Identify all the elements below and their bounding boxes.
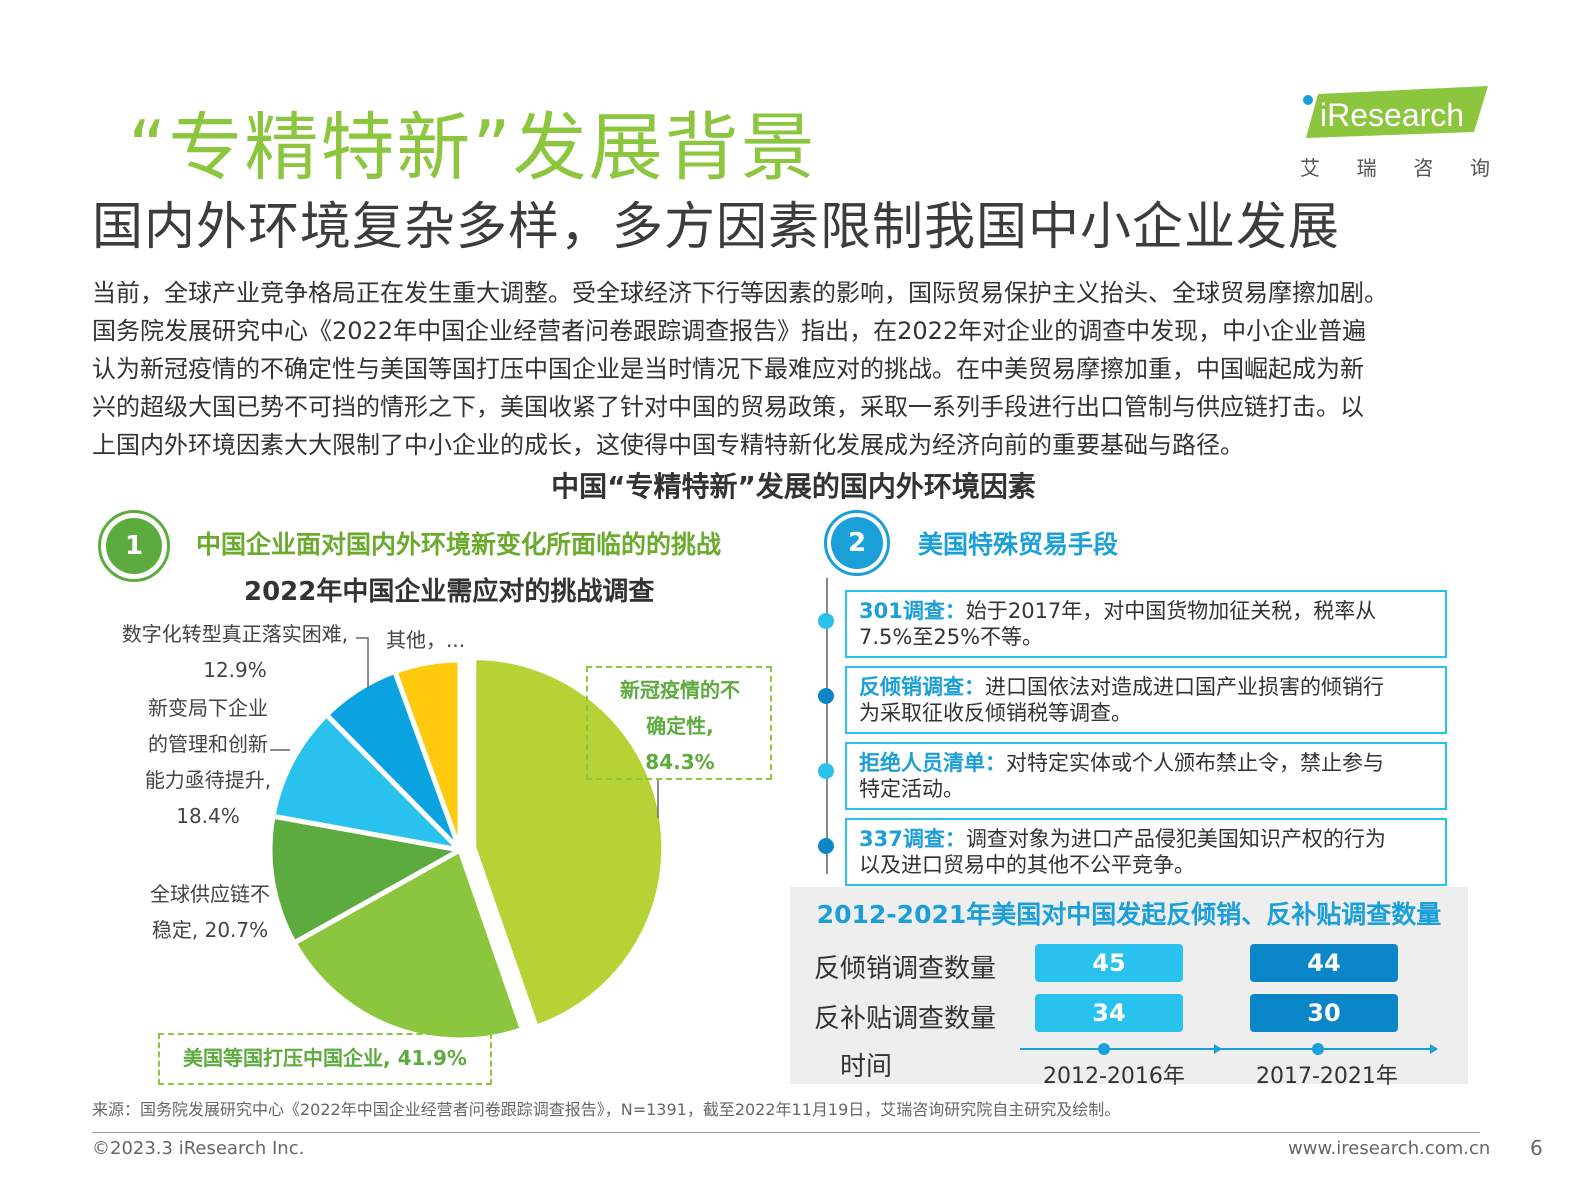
- mgmt-label-line: 的管理和创新: [148, 732, 268, 756]
- covid-label-line: 确定性,: [646, 714, 714, 738]
- logo-cn-char: 艾: [1300, 156, 1320, 180]
- trade-measure-desc: 调查对象为进口产品侵犯美国知识产权的行为: [965, 827, 1386, 851]
- digital-leader-line: [356, 637, 369, 688]
- us-label-box: [158, 1033, 492, 1085]
- covid-label-line: 新冠疫情的不: [620, 678, 740, 702]
- management-label: 新变局下企业 的管理和创新 能力亟待提升, 18.4%: [128, 690, 288, 834]
- trade-measure-antidumping: 反倾销调查：进口国依法对造成进口国产业损害的倾销行 为采取征收反倾销税等调查。: [845, 666, 1447, 734]
- time-axis-arrow: [1020, 1043, 1438, 1055]
- section1-badge-ring: 1: [98, 510, 170, 582]
- mgmt-leader-line: [270, 749, 290, 751]
- period-2017-2021: 2017-2021年: [1256, 1064, 1398, 1089]
- mgmt-label-line: 能力亟待提升,: [144, 768, 272, 792]
- timeline-dot: [818, 763, 834, 779]
- us-label: 美国等国打压中国企业, 41.9%: [183, 1046, 467, 1070]
- period-2012-2016: 2012-2016年: [1043, 1064, 1185, 1089]
- mgmt-label-line: 新变局下企业: [148, 696, 268, 720]
- antidumping-2012-2016-value: 45: [1035, 944, 1183, 982]
- covid-label-value: 84.3%: [645, 750, 715, 774]
- digital-label-value: 12.9%: [203, 658, 267, 682]
- other-label: 其他，...: [386, 628, 466, 652]
- trade-measure-desc: 为采取征收反倾销税等调查。: [859, 701, 1132, 725]
- logo-cn-text: 艾 瑞 咨 询: [1300, 152, 1490, 181]
- intro-line: 当前，全球产业竞争格局正在发生重大调整。受全球经济下行等因素的影响，国际贸易保护…: [92, 279, 1388, 307]
- pie-slice: [267, 813, 468, 947]
- antidumping-row-label: 反倾销调查数量: [814, 954, 997, 984]
- section2-badge-ring: 2: [824, 510, 890, 576]
- trade-measure-337: 337调查：调查对象为进口产品侵犯美国知识产权的行为 以及进口贸易中的其他不公平…: [845, 818, 1447, 886]
- challenges-pie-chart: [267, 655, 667, 1043]
- logo-cn-char: 瑞: [1356, 156, 1377, 180]
- chart-title: 中国“专精特新”发展的国内外环境因素: [551, 470, 1036, 503]
- source-note: 来源：国务院发展研究中心《2022年中国企业经营者问卷跟踪调查报告》，N=139…: [92, 1100, 1121, 1119]
- pie-slice: [290, 846, 526, 1043]
- stats-panel: [790, 887, 1468, 1084]
- logo-cn-char: 询: [1469, 156, 1490, 180]
- covid-label: 新冠疫情的不 确定性, 84.3%: [590, 672, 770, 780]
- time-axis-label: 时间: [840, 1052, 893, 1082]
- intro-paragraph: 当前，全球产业竞争格局正在发生重大调整。受全球经济下行等因素的影响，国际贸易保护…: [92, 274, 1512, 464]
- copyright: ©2023.3 iResearch Inc.: [92, 1138, 305, 1159]
- trade-measure-name: 拒绝人员清单：: [859, 751, 1006, 775]
- trade-measure-name: 反倾销调查：: [859, 675, 985, 699]
- trade-measure-desc: 始于2017年，对中国货物加征关税，税率从: [965, 599, 1377, 623]
- covid-leader-line: [657, 780, 659, 818]
- trade-measure-denied-list: 拒绝人员清单：对特定实体或个人颁布禁止令，禁止参与 特定活动。: [845, 742, 1447, 810]
- trade-measure-301: 301调查：始于2017年，对中国货物加征关税，税率从 7.5%至25%不等。: [845, 590, 1447, 658]
- section2-number-badge: 2: [831, 517, 883, 569]
- antidumping-2017-2021-value: 44: [1250, 944, 1398, 982]
- trade-measure-desc: 对特定实体或个人颁布禁止令，禁止参与: [1006, 751, 1384, 775]
- pie-slice: [471, 655, 667, 1031]
- intro-line: 认为新冠疫情的不确定性与美国等国打压中国企业是当时情况下最难应对的挑战。在中美贸…: [92, 355, 1364, 383]
- stats-title: 2012-2021年美国对中国发起反倾销、反补贴调查数量: [816, 900, 1442, 929]
- logo-text: iResearch: [1320, 97, 1464, 133]
- intro-line: 兴的超级大国已势不可挡的情形之下，美国收紧了针对中国的贸易政策，采取一系列手段进…: [92, 393, 1364, 421]
- timeline-dot: [818, 688, 834, 704]
- timeline-line: [826, 578, 828, 874]
- mgmt-label-value: 18.4%: [176, 804, 240, 828]
- digital-label: 数字化转型真正落实困难, 12.9%: [100, 616, 370, 688]
- page-number: 6: [1530, 1136, 1543, 1160]
- iresearch-logo: iResearch: [1303, 86, 1488, 138]
- trade-measure-desc: 特定活动。: [859, 777, 964, 801]
- pie-slice: [391, 657, 463, 851]
- supply-label-line: 稳定, 20.7%: [151, 918, 269, 942]
- trade-measure-desc: 进口国依法对造成进口国产业损害的倾销行: [985, 675, 1384, 699]
- countervailing-2012-2016-value: 34: [1035, 994, 1183, 1032]
- page-subtitle: 国内外环境复杂多样，多方因素限制我国中小企业发展: [92, 198, 1341, 257]
- countervailing-2017-2021-value: 30: [1250, 994, 1398, 1032]
- digital-label-line: 数字化转型真正落实困难,: [121, 622, 349, 646]
- supply-chain-label: 全球供应链不 稳定, 20.7%: [130, 876, 290, 948]
- page-title: “专精特新”发展背景: [128, 105, 817, 191]
- timeline-dot: [818, 838, 834, 854]
- trade-measure-name: 301调查：: [859, 599, 966, 623]
- covid-label-box: [586, 666, 772, 780]
- countervailing-row-label: 反补贴调查数量: [814, 1004, 997, 1034]
- intro-line: 上国内外环境因素大大限制了中小企业的成长，这使得中国专精特新化发展成为经济向前的…: [92, 431, 1244, 459]
- website-link[interactable]: www.iresearch.com.cn: [1288, 1138, 1491, 1159]
- trade-measure-desc: 7.5%至25%不等。: [859, 625, 1044, 649]
- footer-divider: [92, 1132, 1480, 1133]
- section1-number-badge: 1: [106, 518, 162, 574]
- timeline-dot: [818, 613, 834, 629]
- pie-chart-title: 2022年中国企业需应对的挑战调查: [244, 577, 655, 607]
- supply-label-line: 全球供应链不: [150, 882, 270, 906]
- trade-measure-name: 337调查：: [859, 827, 966, 851]
- trade-measure-desc: 以及进口贸易中的其他不公平竞争。: [859, 853, 1195, 877]
- section1-heading: 中国企业面对国内外环境新变化所面临的的挑战: [196, 530, 722, 559]
- section2-heading: 美国特殊贸易手段: [918, 530, 1119, 559]
- logo-cn-char: 咨: [1413, 156, 1434, 180]
- pie-slice: [270, 711, 468, 854]
- intro-line: 国务院发展研究中心《2022年中国企业经营者问卷跟踪调查报告》指出，在2022年…: [92, 317, 1367, 345]
